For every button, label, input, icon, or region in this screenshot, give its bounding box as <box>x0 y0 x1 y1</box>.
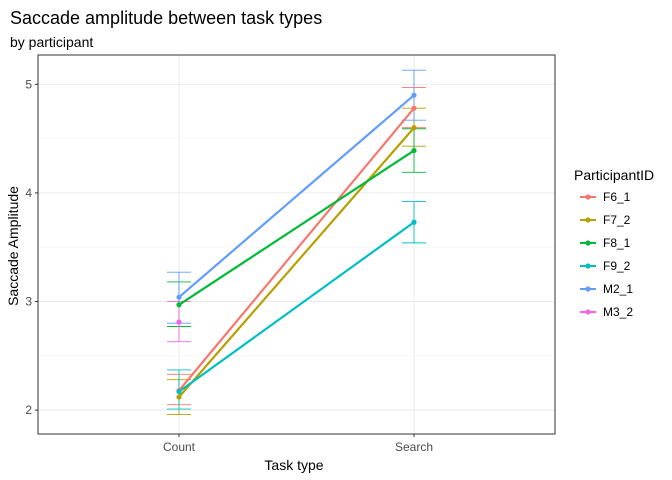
x-tick-label: Search <box>395 440 433 454</box>
panel-border <box>37 54 556 435</box>
y-tick-label: 4 <box>25 186 32 200</box>
legend-label: F9_2 <box>603 259 631 273</box>
legend-key-point <box>585 240 591 246</box>
legend-label: F8_1 <box>603 236 631 250</box>
x-axis-title: Task type <box>264 457 323 473</box>
y-axis: 2 3 4 5 <box>25 77 38 417</box>
legend-label: M2_1 <box>603 282 633 296</box>
data-point <box>176 389 182 395</box>
series-line <box>178 149 415 306</box>
x-tick-label: Count <box>163 440 196 454</box>
series-lines <box>178 94 415 398</box>
y-tick-label: 3 <box>25 295 32 309</box>
legend-key-point <box>585 263 591 269</box>
y-tick-label: 5 <box>25 77 32 91</box>
data-point <box>411 219 417 225</box>
legend-key-point <box>585 194 591 200</box>
series-line <box>178 127 415 398</box>
data-point <box>411 125 417 131</box>
y-axis-title: Saccade Amplitude <box>5 186 21 306</box>
legend-key-point <box>585 286 591 292</box>
data-point <box>411 147 417 154</box>
y-tick-label: 2 <box>25 403 32 417</box>
chart-subtitle: by participant <box>10 34 93 50</box>
legend-label: F7_2 <box>603 213 631 227</box>
legend-title: ParticipantID <box>574 167 654 183</box>
x-axis: Count Search <box>163 434 433 454</box>
series-line <box>178 221 415 393</box>
data-point <box>176 319 182 325</box>
legend-key-point <box>585 309 591 315</box>
grid <box>38 55 555 434</box>
chart-title: Saccade amplitude between task types <box>10 8 322 28</box>
data-point <box>411 92 417 98</box>
legend: F6_1 F7_2 F8_1 F9_2 M2_1 M3_2 <box>580 190 633 319</box>
data-point <box>411 105 417 111</box>
legend-key-point <box>585 217 591 223</box>
legend-label: F6_1 <box>603 190 631 204</box>
data-point <box>176 302 182 308</box>
data-point <box>176 394 182 400</box>
series-line <box>178 94 415 299</box>
legend-label: M3_2 <box>603 305 633 319</box>
data-point <box>176 294 182 300</box>
series-line <box>178 107 415 392</box>
data-points <box>176 92 417 400</box>
